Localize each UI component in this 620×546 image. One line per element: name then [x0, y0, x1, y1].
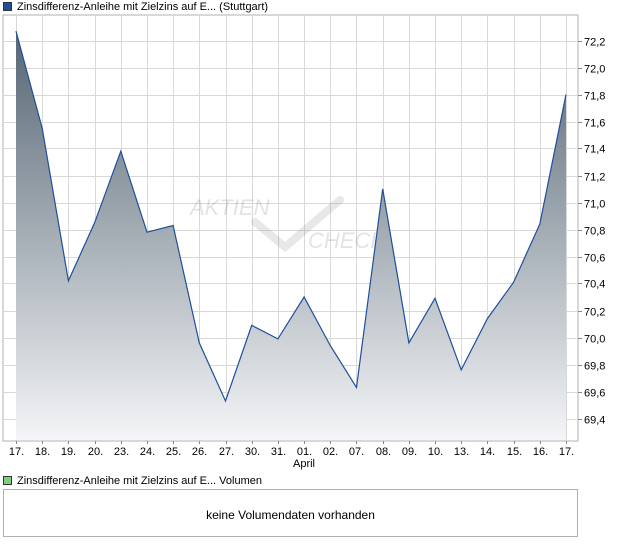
- x-tick-label: 24.: [140, 446, 155, 458]
- data-point: [224, 400, 227, 403]
- y-tick-label: 71,6: [584, 118, 605, 130]
- price-line: [15, 30, 567, 403]
- y-tick-label: 71,0: [584, 199, 605, 211]
- x-axis: 17. 18. 19. 20. 23. 24. 25. 26. 27. 30. 31. 01. 02. 0…: [9, 441, 574, 470]
- price-legend-swatch: [3, 2, 12, 11]
- x-tick-label: 08.: [376, 446, 391, 458]
- x-tick-label: 13.: [454, 446, 469, 458]
- price-area: [16, 31, 566, 440]
- x-tick-label: 23.: [114, 446, 129, 458]
- data-point: [93, 221, 96, 224]
- y-tick-label: 70,2: [584, 307, 605, 319]
- x-tick-label: 27.: [219, 446, 234, 458]
- x-tick-label: 30.: [245, 446, 260, 458]
- y-tick-label: 70,6: [584, 253, 605, 265]
- y-tick-label: 71,4: [584, 144, 605, 156]
- data-point: [460, 368, 463, 371]
- volume-empty-message: keine Volumendaten vorhanden: [206, 508, 375, 522]
- watermark-line1: AKTIEN: [188, 195, 270, 220]
- y-axis: 69,4 69,6 69,8 70,0 70,2 70,4 70,6 70,8 71,0 71,2…: [578, 37, 605, 427]
- volume-legend-label: Zinsdifferenz-Anleihe mit Zielzins auf E…: [17, 475, 262, 487]
- data-point: [250, 324, 253, 327]
- volume-panel: keine Volumendaten vorhanden: [3, 489, 578, 537]
- data-point: [329, 344, 332, 347]
- data-point: [538, 223, 541, 226]
- y-tick-label: 69,4: [584, 415, 605, 427]
- x-month-label: April: [293, 458, 315, 470]
- x-tick-label: 10.: [428, 446, 443, 458]
- y-tick-label: 70,4: [584, 279, 605, 291]
- price-legend: Zinsdifferenz-Anleihe mit Zielzins auf E…: [3, 0, 268, 14]
- data-point: [119, 150, 122, 153]
- data-point: [355, 386, 358, 389]
- x-tick-label: 01.: [297, 446, 312, 458]
- y-tick-label: 72,2: [584, 37, 605, 49]
- data-point: [146, 231, 149, 234]
- data-point: [67, 279, 70, 282]
- data-point: [486, 317, 489, 320]
- y-tick-label: 70,0: [584, 334, 605, 346]
- watermark-check-mark: [251, 196, 344, 253]
- x-tick-label: 09.: [402, 446, 417, 458]
- volume-legend: Zinsdifferenz-Anleihe mit Zielzins auf E…: [3, 474, 262, 488]
- data-point: [198, 341, 201, 344]
- watermark: AKTIEN CHECK: [188, 195, 386, 253]
- data-point: [565, 93, 568, 96]
- x-tick-label: 17.: [559, 446, 574, 458]
- x-tick-label: 07.: [349, 446, 364, 458]
- x-tick-label: 17.: [9, 446, 24, 458]
- volume-legend-swatch: [3, 476, 12, 485]
- price-legend-label: Zinsdifferenz-Anleihe mit Zielzins auf E…: [17, 1, 269, 13]
- y-tick-label: 70,8: [584, 226, 605, 238]
- x-tick-label: 31.: [271, 446, 286, 458]
- y-tick-label: 69,6: [584, 388, 605, 400]
- x-tick-label: 18.: [35, 446, 50, 458]
- data-point: [15, 30, 18, 33]
- data-point: [41, 127, 44, 130]
- x-tick-label: 26.: [192, 446, 207, 458]
- y-tick-label: 69,8: [584, 361, 605, 373]
- x-tick-label: 14.: [480, 446, 495, 458]
- x-tick-label: 15.: [507, 446, 522, 458]
- price-chart: AKTIEN CHECK 69,4 69,6 69,8 70,0 70,2 70,4 70,…: [2, 14, 605, 470]
- data-point: [407, 341, 410, 344]
- data-point: [512, 281, 515, 284]
- y-tick-label: 71,2: [584, 172, 605, 184]
- x-tick-label: 02.: [323, 446, 338, 458]
- x-tick-label: 25.: [166, 446, 181, 458]
- x-tick-label: 16.: [533, 446, 548, 458]
- data-point: [434, 297, 437, 300]
- y-tick-label: 71,8: [584, 91, 605, 103]
- watermark-line2: CHECK: [308, 228, 386, 253]
- x-tick-label: 19.: [61, 446, 76, 458]
- data-point: [381, 188, 384, 191]
- y-tick-label: 72,0: [584, 64, 605, 76]
- x-tick-label: 20.: [88, 446, 103, 458]
- data-point: [276, 337, 279, 340]
- data-point: [303, 296, 306, 299]
- data-point: [172, 224, 175, 227]
